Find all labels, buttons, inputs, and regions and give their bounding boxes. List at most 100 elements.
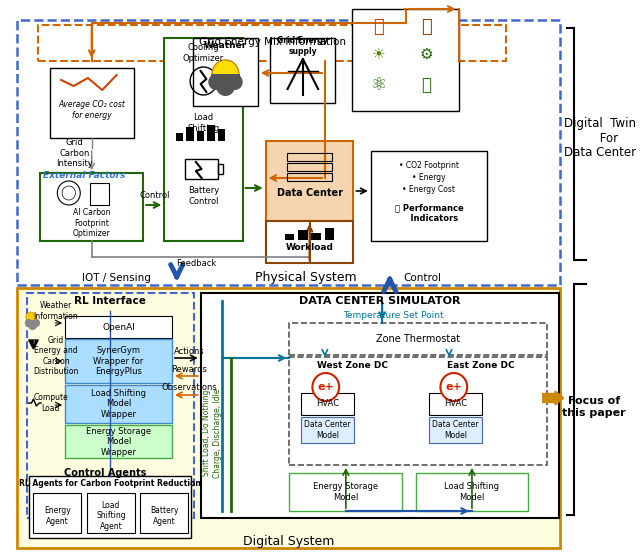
Text: Energy Storage
Model: Energy Storage Model: [314, 482, 378, 502]
Text: RL Agents for Carbon Footprint Reduction: RL Agents for Carbon Footprint Reduction: [19, 479, 201, 488]
Text: 💨: 💨: [421, 76, 431, 94]
Text: • Energy: • Energy: [412, 173, 446, 181]
Text: 🛢: 🛢: [420, 18, 431, 36]
Text: DATA CENTER SIMULATOR: DATA CENTER SIMULATOR: [298, 296, 460, 306]
Circle shape: [33, 319, 40, 327]
Text: RL Interface: RL Interface: [74, 296, 146, 306]
Text: Energy Storage
Model
Wrapper: Energy Storage Model Wrapper: [86, 427, 151, 457]
Bar: [301, 393, 355, 415]
Circle shape: [227, 74, 243, 90]
Text: Battery
Control: Battery Control: [188, 186, 219, 206]
Bar: [186, 127, 194, 141]
Text: Shift Load, Do Nothing
Charge, Discharge, Idle: Shift Load, Do Nothing Charge, Discharge…: [202, 388, 222, 478]
Bar: [28, 321, 37, 325]
Text: e+: e+: [445, 382, 462, 392]
Text: OpenAI: OpenAI: [102, 322, 135, 331]
Text: Workload: Workload: [285, 243, 333, 253]
Text: Observations: Observations: [161, 383, 217, 393]
Bar: [87, 493, 134, 533]
Text: ⚛: ⚛: [371, 76, 387, 94]
Text: HVAC: HVAC: [316, 399, 339, 409]
Text: Load
Shifting: Load Shifting: [188, 113, 220, 133]
Bar: [429, 393, 483, 415]
Bar: [65, 385, 172, 423]
Text: West Zone DC: West Zone DC: [317, 361, 388, 369]
Bar: [351, 9, 459, 111]
Bar: [29, 476, 191, 538]
Text: Temperature Set Point: Temperature Set Point: [343, 310, 444, 320]
Text: • CO2 Footprint: • CO2 Footprint: [399, 160, 459, 170]
Text: !: !: [33, 341, 35, 346]
Text: Weather: Weather: [204, 41, 247, 50]
Bar: [65, 425, 172, 458]
Bar: [38, 25, 506, 61]
Text: IOT / Sensing: IOT / Sensing: [82, 273, 151, 283]
Bar: [301, 417, 355, 443]
Bar: [90, 183, 109, 205]
Text: Average CO₂ cost
for energy: Average CO₂ cost for energy: [58, 100, 125, 119]
Text: Control: Control: [403, 273, 441, 283]
Bar: [289, 323, 547, 355]
Text: Grid
Energy and
Carbon
Distribution: Grid Energy and Carbon Distribution: [33, 336, 79, 376]
Circle shape: [26, 312, 35, 322]
Text: Battery
Agent: Battery Agent: [150, 507, 179, 526]
Bar: [285, 234, 294, 240]
Bar: [289, 357, 547, 465]
Text: Load Shifting
Model: Load Shifting Model: [444, 482, 499, 502]
Bar: [176, 133, 184, 141]
Text: Digital  Twin
     For
Data Center: Digital Twin For Data Center: [564, 117, 636, 159]
Bar: [40, 173, 143, 241]
Bar: [207, 125, 215, 141]
Bar: [27, 293, 194, 518]
Bar: [17, 288, 560, 548]
Bar: [218, 129, 225, 141]
Bar: [197, 131, 204, 141]
Text: Actions: Actions: [174, 347, 205, 356]
Text: Digital System: Digital System: [243, 535, 334, 547]
Text: Compute
Load: Compute Load: [33, 393, 68, 413]
Text: Grid Energy
supply: Grid Energy supply: [277, 36, 328, 56]
Bar: [193, 38, 258, 106]
Bar: [371, 151, 487, 241]
Text: ☀: ☀: [371, 46, 385, 61]
Bar: [164, 38, 243, 241]
Bar: [270, 38, 335, 103]
Text: Load Shifting
Model
Wrapper: Load Shifting Model Wrapper: [91, 389, 146, 419]
Bar: [325, 228, 334, 240]
Circle shape: [312, 373, 339, 401]
Text: Grid Energy Mix Information: Grid Energy Mix Information: [199, 37, 346, 47]
Bar: [218, 164, 223, 174]
Circle shape: [440, 373, 467, 401]
Text: Weather
Information: Weather Information: [33, 301, 78, 321]
Text: 🌿 Performance
    Indicators: 🌿 Performance Indicators: [395, 204, 463, 223]
Circle shape: [208, 74, 223, 90]
Text: Cooling
Optimizer: Cooling Optimizer: [183, 43, 224, 62]
Bar: [287, 173, 332, 181]
Text: Control Agents: Control Agents: [64, 468, 147, 478]
Bar: [200, 293, 559, 518]
Text: HVAC: HVAC: [444, 399, 467, 409]
Text: Control: Control: [140, 190, 170, 200]
Bar: [33, 493, 81, 533]
Text: Data Center: Data Center: [276, 188, 342, 198]
Text: Data Center
Model: Data Center Model: [305, 420, 351, 440]
Text: SynerGym
Wrapper for
EnergyPlus: SynerGym Wrapper for EnergyPlus: [93, 346, 143, 376]
Circle shape: [212, 60, 239, 88]
Bar: [266, 141, 353, 221]
Bar: [17, 20, 560, 285]
Bar: [65, 316, 172, 338]
Bar: [211, 74, 240, 84]
Bar: [289, 473, 402, 511]
Bar: [287, 163, 332, 171]
Text: e+: e+: [317, 382, 334, 392]
Text: Focus of
this paper: Focus of this paper: [563, 396, 626, 418]
Text: • Energy Cost: • Energy Cost: [403, 185, 456, 194]
Bar: [415, 473, 528, 511]
Text: Rewards: Rewards: [172, 364, 207, 373]
Bar: [298, 230, 308, 240]
Text: Energy
Agent: Energy Agent: [44, 507, 70, 526]
Bar: [50, 68, 134, 138]
Bar: [266, 221, 353, 263]
Text: Data Center
Model: Data Center Model: [433, 420, 479, 440]
Text: ⚙: ⚙: [419, 46, 433, 61]
